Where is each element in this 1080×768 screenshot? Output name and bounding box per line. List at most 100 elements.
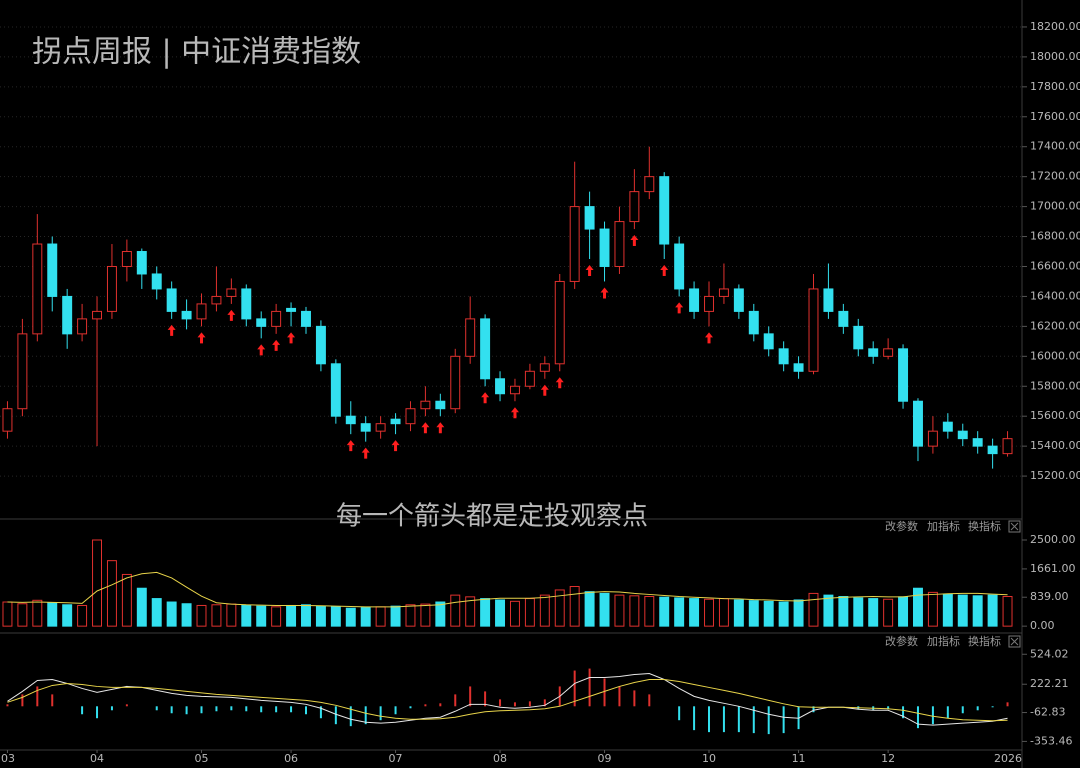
volume-bar (420, 603, 431, 627)
candle-body (241, 288, 252, 320)
y-tick-label: -353.46 (1030, 734, 1072, 747)
volume-bar (569, 586, 580, 627)
volume-bar (226, 603, 237, 627)
arrow (391, 440, 400, 452)
volume-bar (166, 601, 177, 627)
candle-body (420, 400, 431, 410)
volume-bar (524, 598, 535, 627)
arrow (705, 332, 714, 344)
volume-bar (539, 594, 550, 627)
candle-body (898, 348, 909, 402)
arrow (346, 440, 355, 452)
arrow (675, 302, 684, 314)
y-tick-label: 2500.00 (1030, 533, 1076, 546)
annotation: 每一个箭头都是定投观察点 (336, 502, 648, 532)
volume-bar (584, 591, 595, 627)
volume-bar (151, 598, 162, 627)
arrow (540, 384, 549, 396)
candle-body (136, 251, 147, 275)
volume-bar (1002, 596, 1013, 627)
volume-bar (778, 601, 789, 627)
chart-title: 拐点周报 | 中证消费指数 (32, 35, 361, 70)
candle-body (405, 408, 416, 425)
x-tick-label: 12 (881, 752, 895, 765)
y-tick-label: 16600.00 (1030, 259, 1080, 272)
arrow (555, 377, 564, 389)
y-tick-label: 17600.00 (1030, 110, 1080, 123)
arrow (436, 422, 445, 434)
candle-body (704, 295, 714, 312)
candle-body (659, 176, 670, 245)
candle-body (92, 310, 103, 320)
candle-body (823, 288, 834, 312)
panel-button[interactable]: 改参数 (885, 519, 918, 533)
candle-body (793, 363, 804, 372)
candle-body (226, 288, 237, 297)
candle-body (62, 295, 73, 335)
arrow (585, 265, 594, 276)
panel-button[interactable]: 加指标 (927, 634, 960, 648)
volume-bar (121, 573, 132, 627)
arrow (660, 265, 669, 276)
candle-body (151, 273, 162, 290)
y-tick-label: -62.83 (1030, 706, 1065, 719)
candle-body (584, 206, 595, 230)
panel-button[interactable]: 换指标 (968, 519, 1001, 533)
volume-bar (32, 599, 43, 627)
x-tick-label: 10 (702, 752, 716, 765)
y-tick-label: 16800.00 (1030, 230, 1080, 243)
panel-button[interactable]: 改参数 (885, 634, 918, 648)
volume-bar (345, 607, 356, 627)
candle-body (763, 333, 774, 350)
volume-bar (718, 598, 729, 627)
candle-body (106, 265, 117, 312)
volume-bar (435, 601, 446, 627)
candle-body (569, 206, 580, 282)
close-button[interactable] (1008, 635, 1021, 648)
close-button[interactable] (1008, 520, 1021, 533)
volume-bar (853, 597, 864, 627)
arrow (630, 235, 639, 247)
candle-body (718, 288, 729, 297)
volume-ma-line (7, 571, 1008, 608)
candle-body (838, 310, 849, 327)
dif-line (7, 673, 1008, 726)
volume-bar (450, 594, 461, 627)
candle-body (778, 348, 789, 365)
candle-body (853, 325, 864, 350)
volume-bar (62, 604, 73, 627)
volume-bar (898, 596, 909, 627)
candle-body (330, 363, 341, 417)
candle-body (77, 318, 88, 335)
volume-bar (823, 594, 834, 627)
volume-bar (465, 596, 476, 627)
candle-body (868, 348, 879, 357)
y-tick-label: 18000.00 (1030, 50, 1080, 63)
candle-body (614, 221, 625, 267)
volume-bar (659, 596, 670, 627)
x-tick-label: 07 (389, 752, 403, 765)
arrow (421, 422, 430, 434)
candle-body (733, 288, 744, 312)
candle-body (450, 355, 461, 410)
panel-button[interactable]: 换指标 (968, 634, 1001, 648)
volume-bar (793, 599, 804, 627)
candle-body (360, 423, 371, 432)
volume-bar (883, 598, 894, 627)
panel-button[interactable]: 加指标 (927, 519, 960, 533)
candle-body (883, 348, 894, 357)
candle-body (927, 430, 938, 447)
y-tick-label: 16000.00 (1030, 349, 1080, 362)
volume-bar (987, 594, 998, 627)
candle-body (256, 318, 267, 327)
candle-body (972, 438, 983, 447)
arrow (600, 287, 609, 299)
candle-body (390, 418, 401, 425)
volume-bar (957, 594, 968, 627)
volume-bar (927, 591, 938, 627)
arrow (481, 392, 490, 404)
y-tick-label: 839.00 (1030, 590, 1069, 603)
y-tick-label: 17800.00 (1030, 80, 1080, 93)
volume-bar (286, 604, 297, 627)
y-tick-label: 0.00 (1030, 619, 1055, 632)
